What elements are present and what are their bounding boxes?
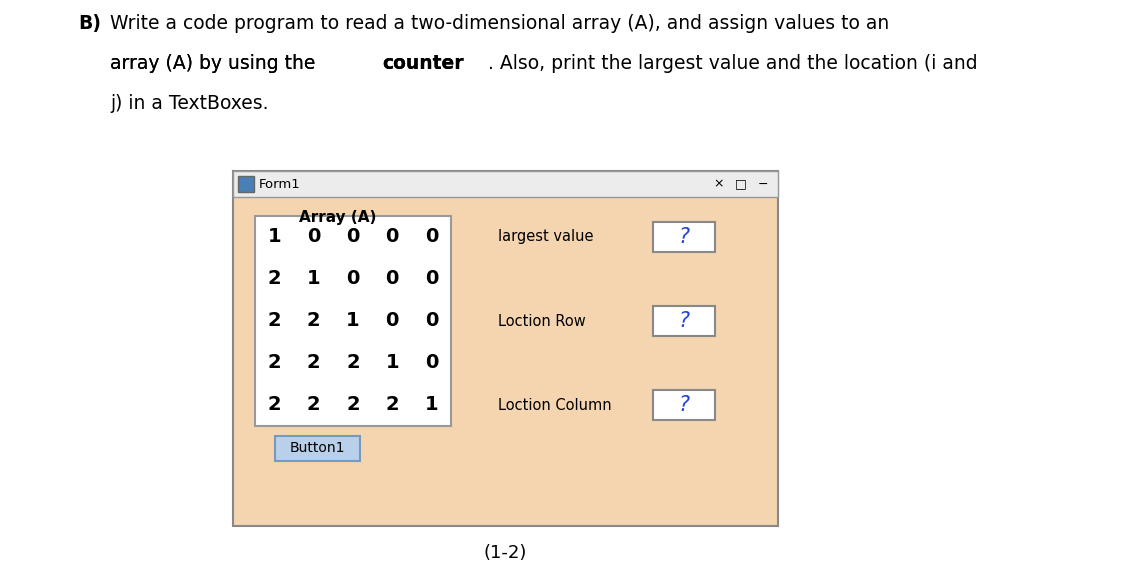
Text: 0: 0 [425,353,438,373]
Text: 2: 2 [386,396,399,414]
Text: Loction Column: Loction Column [498,397,612,413]
Text: 0: 0 [346,270,360,288]
Text: ?: ? [678,395,690,415]
Text: array (A) by using the: array (A) by using the [110,54,322,73]
Text: . Also, print the largest value and the location (i and: . Also, print the largest value and the … [488,54,978,73]
Text: 2: 2 [346,353,360,373]
Text: 1: 1 [424,396,439,414]
FancyBboxPatch shape [238,176,254,192]
Text: 1: 1 [268,227,281,247]
Text: 0: 0 [386,227,399,247]
Text: 2: 2 [268,270,281,288]
Text: 0: 0 [425,227,438,247]
Text: counter: counter [382,54,465,73]
Text: 0: 0 [307,227,321,247]
Text: 0: 0 [425,312,438,331]
Text: 2: 2 [307,353,321,373]
Text: Array (A): Array (A) [299,210,377,225]
Text: □: □ [735,178,747,190]
Text: 2: 2 [268,353,281,373]
Text: 2: 2 [346,396,360,414]
FancyBboxPatch shape [652,390,716,420]
FancyBboxPatch shape [233,171,778,526]
Text: ×: × [713,178,724,190]
Text: 2: 2 [268,396,281,414]
Text: 0: 0 [346,227,360,247]
FancyBboxPatch shape [274,435,360,461]
Text: counter: counter [382,54,465,73]
Text: −: − [758,178,768,190]
Text: largest value: largest value [498,230,594,244]
FancyBboxPatch shape [255,216,451,426]
Text: 2: 2 [268,312,281,331]
Text: 1: 1 [307,270,321,288]
Text: ?: ? [678,311,690,331]
Text: 0: 0 [425,270,438,288]
Text: array (A) by using the: array (A) by using the [110,54,322,73]
Text: Form1: Form1 [259,178,300,190]
Text: 0: 0 [386,270,399,288]
Text: 1: 1 [386,353,399,373]
Text: B): B) [78,14,101,33]
Text: Write a code program to read a two-dimensional array (A), and assign values to a: Write a code program to read a two-dimen… [110,14,889,33]
Text: 2: 2 [307,396,321,414]
Text: ?: ? [678,227,690,247]
Text: j) in a TextBoxes.: j) in a TextBoxes. [110,94,269,113]
FancyBboxPatch shape [652,306,716,336]
Text: Button1: Button1 [290,441,345,455]
Text: Loction Row: Loction Row [498,314,586,329]
Text: 0: 0 [386,312,399,331]
Text: 1: 1 [346,312,360,331]
Text: 2: 2 [307,312,321,331]
FancyBboxPatch shape [233,171,778,197]
Text: (1-2): (1-2) [484,544,528,562]
FancyBboxPatch shape [652,222,716,252]
